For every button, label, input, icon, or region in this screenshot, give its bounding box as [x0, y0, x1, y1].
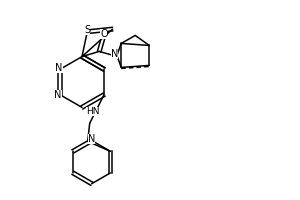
Text: O: O	[100, 29, 108, 39]
Text: N: N	[55, 63, 63, 73]
Text: N: N	[111, 49, 118, 59]
Text: N: N	[88, 134, 95, 144]
Text: N: N	[54, 90, 62, 100]
Text: S: S	[84, 25, 90, 35]
Text: HN: HN	[86, 107, 100, 116]
